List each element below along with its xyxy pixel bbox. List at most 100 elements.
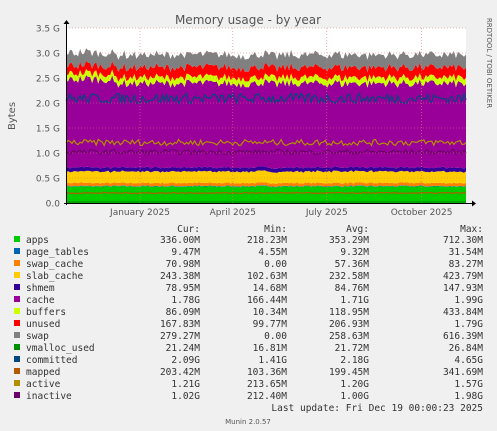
area-slab_cache [66, 170, 466, 184]
last-update: Last update: Fri Dec 19 00:00:23 2025 [271, 403, 483, 414]
line-inactive [65, 148, 467, 156]
legend-value: 258.63M [329, 331, 369, 342]
legend-value: 353.29M [329, 235, 369, 246]
area-swap_cache [66, 182, 466, 187]
legend-name-unused: unused [26, 319, 60, 330]
y-tick-label: 2.0 G [36, 100, 60, 110]
legend-swatch-vmalloc_used [14, 344, 20, 350]
legend-value: 616.39M [443, 331, 483, 342]
legend-swatch-shmem [14, 284, 20, 290]
y-axis-label: Bytes [7, 102, 18, 130]
legend-name-swap: swap [26, 331, 49, 342]
grid [66, 27, 466, 203]
munin-version: Munin 2.0.57 [225, 418, 271, 426]
legend-column-header: Max: [460, 224, 483, 235]
legend-value: 2.09G [171, 355, 200, 366]
legend-swatch-slab_cache [14, 272, 20, 278]
legend-value: 1.57G [454, 379, 483, 390]
legend-value: 1.98G [454, 391, 483, 402]
legend-value: 1.71G [340, 295, 369, 306]
legend-swatch-apps [14, 236, 20, 242]
legend-name-committed: committed [26, 355, 77, 366]
legend-value: 70.98M [166, 259, 201, 270]
legend-value: 433.84M [443, 307, 483, 318]
x-tick-label: January 2025 [109, 208, 170, 218]
legend-value: 218.23M [247, 235, 287, 246]
y-tick-label: 3.5 G [36, 25, 60, 35]
legend-value: 213.65M [247, 379, 287, 390]
legend-value: 1.21G [171, 379, 200, 390]
legend-value: 212.40M [247, 391, 287, 402]
legend-name-cache: cache [26, 295, 55, 306]
legend-value: 279.27M [160, 331, 200, 342]
legend-value: 9.32M [340, 247, 369, 258]
legend-value: 0.00 [264, 331, 287, 342]
legend: Cur: Min: Avg: Max: apps 336.00M 218.23M 353.29… [14, 224, 483, 402]
legend-value: 102.63M [247, 271, 287, 282]
area-page_tables [66, 185, 466, 188]
legend-value: 206.93M [329, 319, 369, 330]
rrdtool-credit: RRDTOOL / TOBI OETIKER [485, 18, 493, 108]
x-tick-label: April 2025 [210, 208, 256, 218]
area-shmem [66, 166, 466, 173]
legend-value: 243.38M [160, 271, 200, 282]
legend-value: 99.77M [253, 319, 288, 330]
x-tick-label: July 2025 [305, 208, 348, 218]
legend-value: 712.30M [443, 235, 483, 246]
legend-value: 1.41G [258, 355, 287, 366]
legend-value: 167.83M [160, 319, 200, 330]
legend-name-buffers: buffers [26, 307, 66, 318]
legend-value: 14.68M [253, 283, 288, 294]
legend-name-swap_cache: swap_cache [26, 259, 83, 270]
y-axis-arrow [63, 20, 70, 24]
line-active [65, 138, 467, 147]
legend-value: 16.81M [253, 343, 288, 354]
legend-value: 4.55M [258, 247, 287, 258]
legend-value: 10.34M [253, 307, 288, 318]
y-tick-label: 3.0 G [36, 50, 60, 60]
area-swap [66, 48, 466, 73]
legend-value: 199.45M [329, 367, 369, 378]
legend-value: 1.00G [340, 391, 369, 402]
legend-value: 2.18G [340, 355, 369, 366]
legend-name-page_tables: page_tables [26, 247, 89, 258]
legend-swatch-swap [14, 332, 20, 338]
chart-title: Memory usage - by year [175, 13, 321, 27]
x-axis-arrow [472, 200, 476, 207]
y-axis: 0.0 0.5 G 1.0 G 1.5 G 2.0 G 2.5 G 3.0 G 3.5 G [36, 25, 60, 210]
legend-value: 1.78G [171, 295, 200, 306]
y-tick-label: 0.5 G [36, 175, 60, 185]
legend-column-header: Min: [264, 224, 287, 235]
legend-value: 9.47M [171, 247, 200, 258]
legend-swatch-unused [14, 320, 20, 326]
legend-name-vmalloc_used: vmalloc_used [26, 343, 95, 354]
x-axis: January 2025 April 2025 July 2025 October 2… [109, 208, 452, 218]
legend-swatch-mapped [14, 368, 20, 374]
legend-swatch-active [14, 380, 20, 386]
legend-value: 232.58M [329, 271, 369, 282]
legend-name-apps: apps [26, 235, 49, 246]
legend-swatch-swap_cache [14, 260, 20, 266]
legend-value: 83.27M [449, 259, 484, 270]
legend-name-mapped: mapped [26, 367, 60, 378]
legend-value: 423.79M [443, 271, 483, 282]
legend-name-shmem: shmem [26, 283, 55, 294]
line-mapped [65, 191, 467, 195]
legend-column-header: Cur: [177, 224, 200, 235]
legend-value: 341.69M [443, 367, 483, 378]
legend-value: 0.00 [264, 259, 287, 270]
area-unused [66, 60, 466, 82]
y-tick-label: 0.0 [46, 200, 61, 210]
legend-value: 103.36M [247, 367, 287, 378]
legend-name-active: active [26, 379, 61, 390]
stacked-areas [66, 48, 466, 203]
area-cache [66, 75, 466, 169]
series-lines [65, 91, 467, 203]
legend-value: 31.54M [449, 247, 484, 258]
legend-swatch-buffers [14, 308, 20, 314]
legend-swatch-cache [14, 296, 20, 302]
legend-value: 26.84M [449, 343, 484, 354]
y-tick-label: 1.5 G [36, 125, 60, 135]
legend-value: 4.65G [454, 355, 483, 366]
